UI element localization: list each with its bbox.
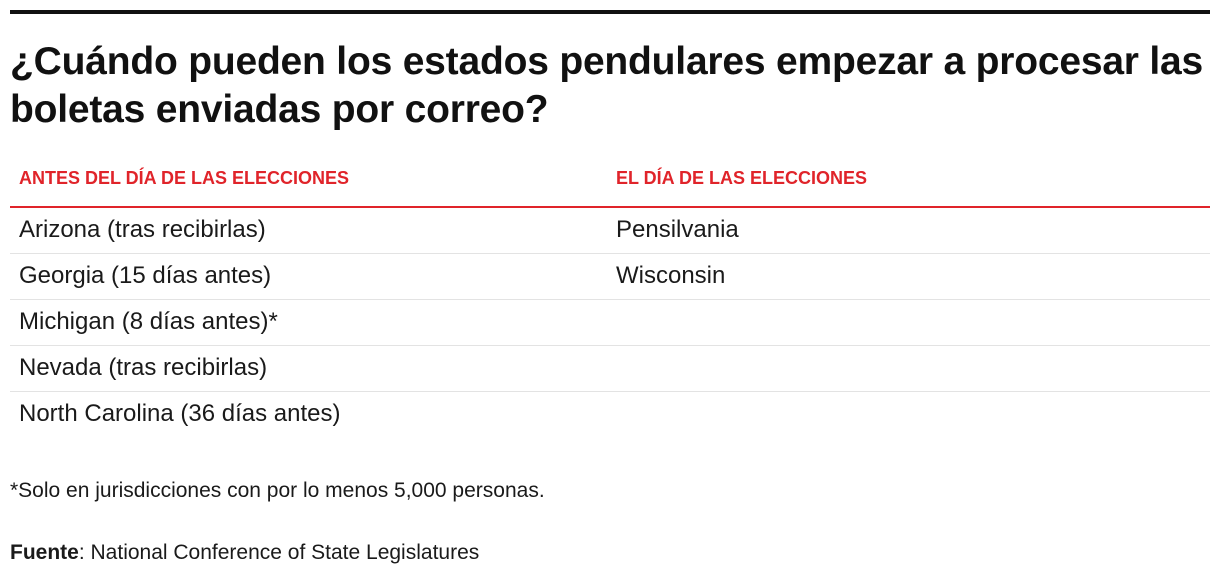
table-row: Arizona (tras recibirlas) Pensilvania bbox=[10, 208, 1210, 254]
table-header: ANTES DEL DÍA DE LAS ELECCIONES EL DÍA D… bbox=[10, 160, 1210, 208]
table-cell: Wisconsin bbox=[616, 262, 726, 289]
table-cell bbox=[607, 346, 1210, 391]
table-cell: Georgia (15 días antes) bbox=[19, 262, 272, 289]
table-row: Nevada (tras recibirlas) bbox=[10, 346, 1210, 392]
top-rule bbox=[10, 10, 1210, 14]
source-text: : National Conference of State Legislatu… bbox=[78, 541, 480, 564]
table-cell: North Carolina (36 días antes) bbox=[19, 400, 341, 427]
table-row: North Carolina (36 días antes) bbox=[10, 392, 1210, 437]
chart-title: ¿Cuándo pueden los estados pendulares em… bbox=[10, 40, 1204, 131]
table-cell bbox=[607, 300, 1210, 345]
table-cell: Nevada (tras recibirlas) bbox=[19, 354, 268, 381]
table-cell bbox=[607, 392, 1210, 437]
column-header-before: ANTES DEL DÍA DE LAS ELECCIONES bbox=[19, 168, 350, 188]
table-row: Georgia (15 días antes) Wisconsin bbox=[10, 254, 1210, 300]
footnote: *Solo en jurisdicciones con por lo menos… bbox=[10, 479, 545, 502]
table-cell: Michigan (8 días antes)* bbox=[19, 308, 278, 335]
table-row: Michigan (8 días antes)* bbox=[10, 300, 1210, 346]
table-cell: Pensilvania bbox=[616, 216, 739, 243]
table-cell: Arizona (tras recibirlas) bbox=[19, 216, 266, 243]
column-header-election-day: EL DÍA DE LAS ELECCIONES bbox=[616, 168, 868, 188]
source-label: Fuente bbox=[10, 541, 79, 564]
source-line: Fuente: National Conference of State Leg… bbox=[10, 538, 479, 568]
data-table: ANTES DEL DÍA DE LAS ELECCIONES EL DÍA D… bbox=[10, 160, 1210, 437]
